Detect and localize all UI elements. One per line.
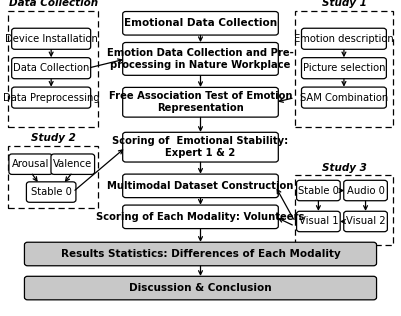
Bar <box>8 146 98 208</box>
Text: Visual 1: Visual 1 <box>299 216 338 227</box>
FancyBboxPatch shape <box>51 154 95 174</box>
Text: Results Statistics: Differences of Each Modality: Results Statistics: Differences of Each … <box>61 249 340 259</box>
Bar <box>295 11 393 127</box>
Text: Data Collection: Data Collection <box>13 63 89 73</box>
Text: Visual 2: Visual 2 <box>346 216 385 227</box>
FancyBboxPatch shape <box>24 276 377 300</box>
Text: Picture selection: Picture selection <box>303 63 385 73</box>
Text: Device Installation: Device Installation <box>5 34 97 44</box>
FancyBboxPatch shape <box>123 42 278 75</box>
Text: Scoring of Each Modality: Volunteers: Scoring of Each Modality: Volunteers <box>96 212 305 222</box>
FancyBboxPatch shape <box>12 58 91 79</box>
FancyBboxPatch shape <box>123 11 278 35</box>
Text: SAM Combination: SAM Combination <box>300 93 388 103</box>
Text: Emotion Data Collection and Pre-
processing in Nature Workplace: Emotion Data Collection and Pre- process… <box>107 48 294 70</box>
FancyBboxPatch shape <box>9 154 53 174</box>
Bar <box>8 11 98 127</box>
FancyBboxPatch shape <box>123 88 278 117</box>
Text: Arousal: Arousal <box>12 159 49 169</box>
Text: Valence: Valence <box>53 159 92 169</box>
FancyBboxPatch shape <box>302 28 387 49</box>
Text: Emotional Data Collection: Emotional Data Collection <box>124 18 277 28</box>
Text: Data Collection: Data Collection <box>8 0 98 9</box>
FancyBboxPatch shape <box>344 211 387 232</box>
Bar <box>295 175 393 245</box>
Text: Emotion description: Emotion description <box>294 34 394 44</box>
FancyBboxPatch shape <box>123 205 278 228</box>
Text: Multimodal Dataset Construction: Multimodal Dataset Construction <box>107 181 294 191</box>
Text: Data Preprocessing: Data Preprocessing <box>3 93 99 103</box>
FancyBboxPatch shape <box>12 28 91 49</box>
FancyBboxPatch shape <box>123 132 278 162</box>
Text: Study 2: Study 2 <box>31 133 75 143</box>
FancyBboxPatch shape <box>302 58 387 79</box>
FancyBboxPatch shape <box>26 182 76 202</box>
Text: Study 3: Study 3 <box>322 162 367 173</box>
Text: Stable 0: Stable 0 <box>31 187 72 197</box>
Text: Stable 0: Stable 0 <box>298 185 339 196</box>
Text: Discussion & Conclusion: Discussion & Conclusion <box>129 283 272 293</box>
FancyBboxPatch shape <box>24 242 377 266</box>
FancyBboxPatch shape <box>12 87 91 108</box>
Text: Audio 0: Audio 0 <box>346 185 385 196</box>
FancyBboxPatch shape <box>302 87 387 108</box>
Text: Free Association Test of Emotion
Representation: Free Association Test of Emotion Represe… <box>109 91 292 113</box>
FancyBboxPatch shape <box>123 174 278 198</box>
FancyBboxPatch shape <box>297 180 340 201</box>
FancyBboxPatch shape <box>297 211 340 232</box>
FancyBboxPatch shape <box>344 180 387 201</box>
Text: Study 1: Study 1 <box>322 0 367 9</box>
Text: Scoring of  Emotional Stability:
Expert 1 & 2: Scoring of Emotional Stability: Expert 1… <box>112 137 289 158</box>
